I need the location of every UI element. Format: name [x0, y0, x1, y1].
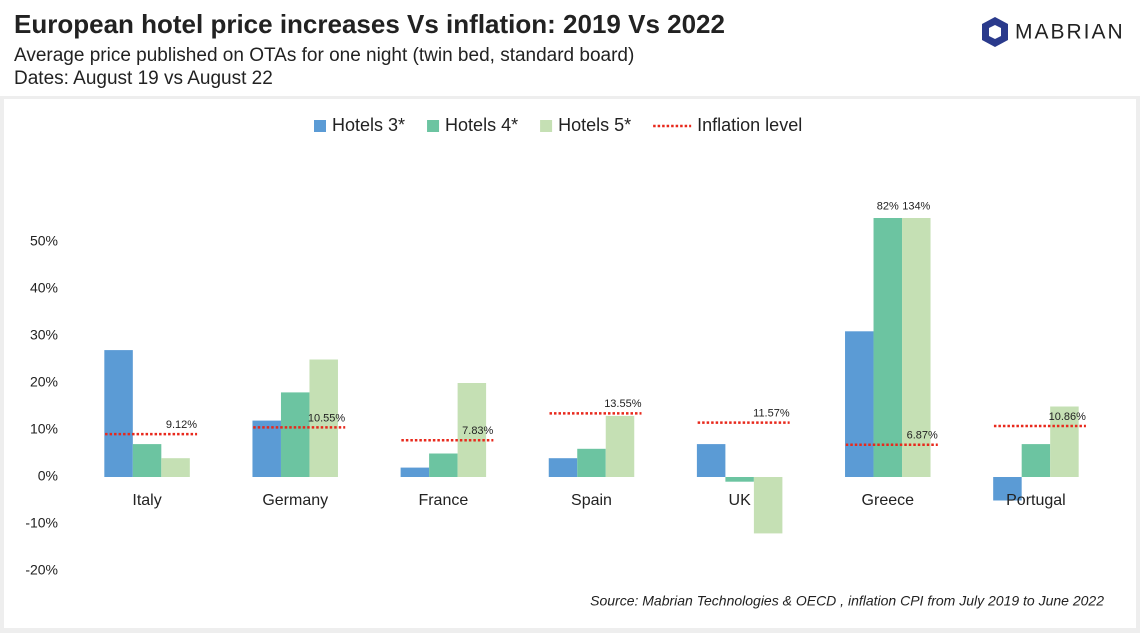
y-tick-label: -10% [25, 515, 58, 531]
y-tick-label: 30% [30, 327, 58, 343]
x-tick-label: Germany [262, 492, 328, 509]
bar [429, 453, 458, 477]
bar [753, 477, 783, 534]
value-label: 6.87% [907, 430, 938, 442]
source: Source: Mabrian Technologies & OECD , in… [590, 593, 1104, 609]
bar [993, 477, 1022, 501]
x-tick-label: Spain [571, 492, 612, 509]
value-label: 10.55% [308, 412, 346, 424]
value-label: 7.83% [462, 425, 493, 437]
x-tick-label: France [418, 492, 468, 509]
value-label: 10.86% [1049, 411, 1087, 423]
bar [252, 420, 281, 477]
bar [845, 331, 874, 477]
x-tick-label: Portugal [1006, 492, 1066, 509]
bar [1021, 444, 1051, 477]
legend-swatch [427, 120, 440, 132]
value-label: 13.55% [604, 398, 642, 410]
y-tick-label: 0% [38, 468, 58, 484]
dates: Dates: August 19 vs August 22 [14, 68, 273, 89]
bar [605, 415, 635, 477]
value-label: 11.57% [753, 408, 790, 420]
legend-label: Hotels 3* [332, 115, 405, 135]
bar [902, 218, 931, 477]
value-label: 134% [902, 200, 930, 212]
bar [280, 392, 310, 477]
title: European hotel price increases Vs inflat… [14, 9, 725, 39]
y-tick-label: 40% [30, 280, 58, 296]
logo-icon-inner [989, 25, 1001, 39]
legend-swatch [540, 120, 553, 132]
x-tick-label: Italy [132, 492, 161, 509]
bar [696, 444, 726, 477]
bar [400, 467, 430, 477]
bar [457, 383, 487, 477]
bar [104, 350, 133, 477]
bar [1050, 406, 1079, 477]
y-tick-label: 20% [30, 374, 58, 390]
legend-label: Hotels 5* [558, 115, 631, 135]
x-tick-label: Greece [862, 492, 915, 509]
bar [725, 477, 754, 482]
subtitle: Average price published on OTAs for one … [14, 45, 634, 66]
bar [161, 458, 190, 477]
bar [132, 444, 162, 477]
panel [4, 99, 1136, 628]
logo: MABRIAN [982, 17, 1125, 47]
bar [548, 458, 578, 477]
bar [309, 359, 338, 477]
bar [873, 218, 903, 477]
x-tick-label: UK [729, 492, 752, 509]
value-label: 82% [877, 200, 899, 212]
legend-label: Inflation level [697, 115, 802, 135]
value-label: 9.12% [166, 419, 197, 431]
logo-text: MABRIAN [1015, 21, 1125, 44]
bar [577, 448, 606, 477]
legend-swatch [314, 120, 326, 132]
legend-label: Hotels 4* [445, 115, 518, 135]
y-tick-label: 50% [30, 233, 58, 249]
plot-area [104, 218, 1079, 534]
y-tick-label: -20% [25, 562, 58, 578]
y-tick-label: 10% [30, 421, 58, 437]
